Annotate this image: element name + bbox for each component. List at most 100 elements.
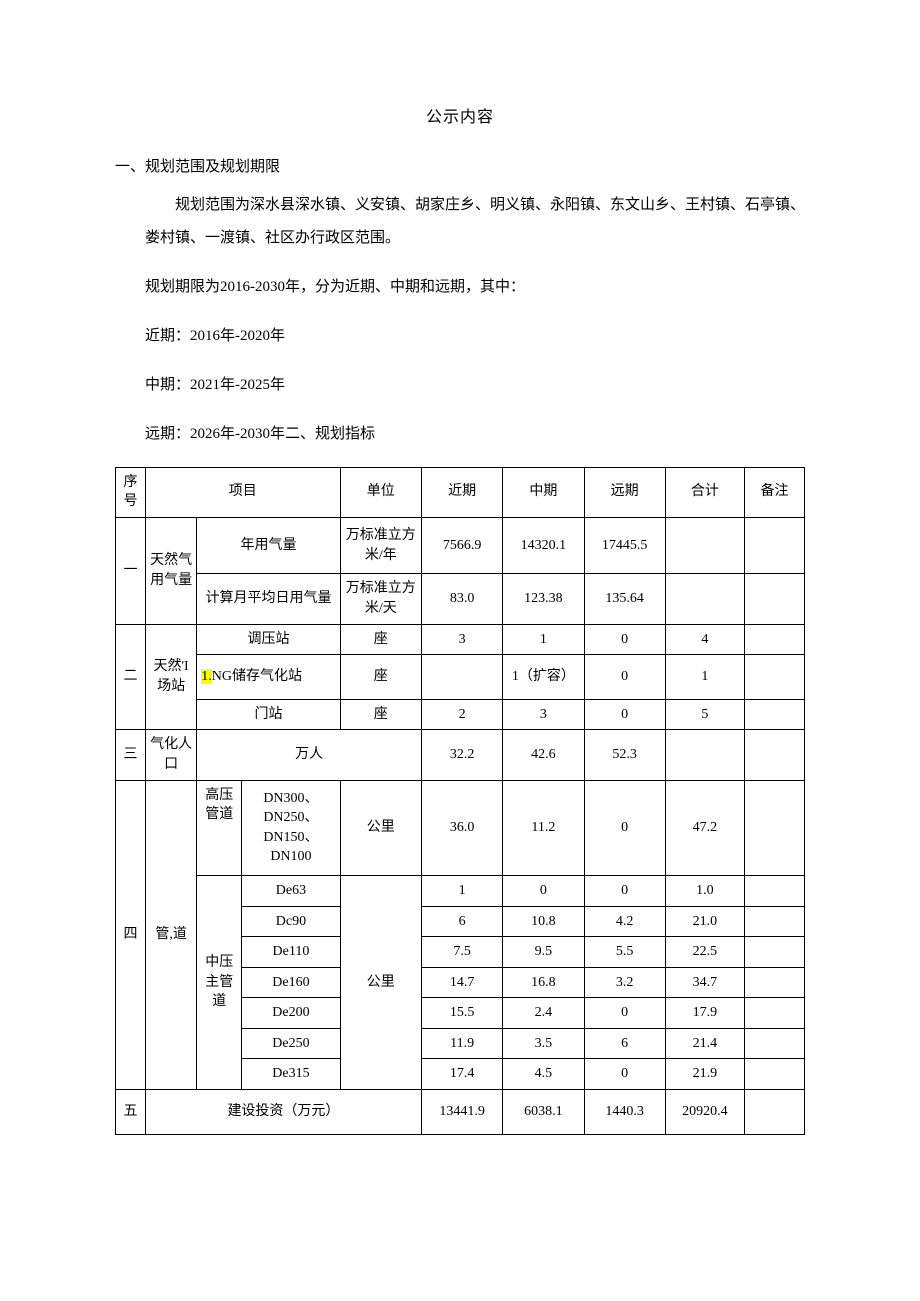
cell-mid-d: 16.8 [503,967,584,998]
table-row: 二 天然'I场站 调压站 座 3 1 0 4 [116,624,805,655]
cell-pipe-item-d: De160 [242,967,340,998]
cell-unit-1b: 万标准立方米/天 [340,574,421,624]
cell-note-2c [744,699,804,730]
cell-sub-2b: 1.NG储存气化站 [197,655,340,700]
cell-far-1b: 135.64 [584,574,665,624]
para-near: 近期：2016年-2020年 [115,320,805,353]
para-far: 远期：2026年-2030年二、规划指标 [115,418,805,451]
cell-note-2a [744,624,804,655]
cell-note-c [744,937,804,968]
cell-mid-c: 9.5 [503,937,584,968]
cell-unit-2a: 座 [340,624,421,655]
cell-pipe-item-e: De200 [242,998,340,1029]
cell-seq-1: 一 [116,517,146,624]
table-header-row: 序号 项目 单位 近期 中期 远期 合计 备注 [116,467,805,517]
cell-far-1a: 17445.5 [584,517,665,574]
para-scope: 规划范围为深水县深水镇、义安镇、胡家庄乡、明义镇、永阳镇、东文山乡、王村镇、石亭… [115,189,805,255]
cell-total-c: 22.5 [665,937,744,968]
cell-note-a [744,875,804,906]
cell-near-hp: 36.0 [421,780,502,875]
cell-mid-1a: 14320.1 [503,517,584,574]
cell-note-hp [744,780,804,875]
cell-near-g: 17.4 [421,1059,502,1090]
cell-total-2c: 5 [665,699,744,730]
th-unit: 单位 [340,467,421,517]
cell-pipe-item-a: De63 [242,875,340,906]
cell-far-hp: 0 [584,780,665,875]
th-item: 项目 [145,467,340,517]
cell-total-d: 34.7 [665,967,744,998]
cell-far-b: 4.2 [584,906,665,937]
cell-mid-2a: 1 [503,624,584,655]
cell-note-1a [744,517,804,574]
cell-note-3 [744,730,804,780]
cell-sub-1a: 年用气量 [197,517,340,574]
cell-near-1a: 7566.9 [421,517,502,574]
cell-mid-g: 4.5 [503,1059,584,1090]
cell-seq-4: 四 [116,780,146,1090]
cell-pipe-cat-hp: 高压管道 [197,780,242,875]
table-row: 1.NG储存气化站 座 1（扩容） 0 1 [116,655,805,700]
cell-mid-2b: 1（扩容） [503,655,584,700]
cell-cat-3: 气化人口 [145,730,196,780]
cell-far-2c: 0 [584,699,665,730]
page-title: 公示内容 [115,105,805,131]
cell-near-d: 14.7 [421,967,502,998]
cell-total-2a: 4 [665,624,744,655]
cell-sub-2c: 门站 [197,699,340,730]
cell-mid-f: 3.5 [503,1028,584,1059]
cell-far-e: 0 [584,998,665,1029]
cell-sub-2a: 调压站 [197,624,340,655]
highlight-text: 1. [201,669,212,684]
cell-far-f: 6 [584,1028,665,1059]
cell-mid-hp: 11.2 [503,780,584,875]
cell-far-a: 0 [584,875,665,906]
cell-near-e: 15.5 [421,998,502,1029]
cell-unit-2c: 座 [340,699,421,730]
cell-mid-e: 2.4 [503,998,584,1029]
cell-note-1b [744,574,804,624]
cell-note-b [744,906,804,937]
th-note: 备注 [744,467,804,517]
cell-cat-2: 天然'I场站 [145,624,196,730]
cell-mid-1b: 123.38 [503,574,584,624]
table-row: 门站 座 2 3 0 5 [116,699,805,730]
cell-unit-3: 万人 [197,730,422,780]
cell-note-d [744,967,804,998]
table-row: 三 气化人口 万人 32.2 42.6 52.3 [116,730,805,780]
cell-seq-5: 五 [116,1090,146,1135]
cell-unit-1a: 万标准立方米/年 [340,517,421,574]
th-far: 远期 [584,467,665,517]
cell-near-5: 13441.9 [421,1090,502,1135]
cell-note-f [744,1028,804,1059]
cell-note-e [744,998,804,1029]
cell-total-3 [665,730,744,780]
table-row: 五 建设投资（万元） 13441.9 6038.1 1440.3 20920.4 [116,1090,805,1135]
cell-near-2c: 2 [421,699,502,730]
cell-mid-b: 10.8 [503,906,584,937]
cell-item-5: 建设投资（万元） [145,1090,421,1135]
th-total: 合计 [665,467,744,517]
cell-far-c: 5.5 [584,937,665,968]
cell-mid-5: 6038.1 [503,1090,584,1135]
cell-total-b: 21.0 [665,906,744,937]
cell-note-5 [744,1090,804,1135]
th-mid: 中期 [503,467,584,517]
th-near: 近期 [421,467,502,517]
cell-note-2b [744,655,804,700]
cell-total-1b [665,574,744,624]
cell-total-1a [665,517,744,574]
cell-unit-hp: 公里 [340,780,421,875]
section-1-heading: 一、规划范围及规划期限 [115,155,805,179]
section-1: 一、规划范围及规划期限 规划范围为深水县深水镇、义安镇、胡家庄乡、明义镇、永阳镇… [115,155,805,451]
table-row: 计算月平均日用气量 万标准立方米/天 83.0 123.38 135.64 [116,574,805,624]
cell-near-2b [421,655,502,700]
cell-near-f: 11.9 [421,1028,502,1059]
cell-near-b: 6 [421,906,502,937]
cell-far-2b: 0 [584,655,665,700]
cell-unit-2b: 座 [340,655,421,700]
para-mid: 中期：2021年-2025年 [115,369,805,402]
cell-total-g: 21.9 [665,1059,744,1090]
cell-total-2b: 1 [665,655,744,700]
cell-pipe-item-b: Dc90 [242,906,340,937]
